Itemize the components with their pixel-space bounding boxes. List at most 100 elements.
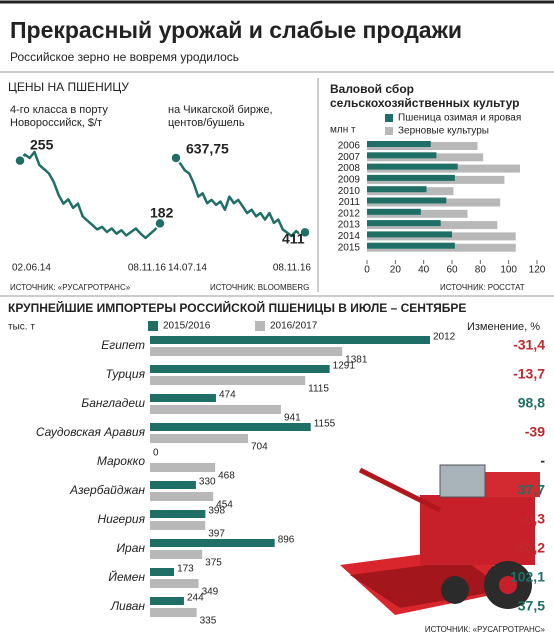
change-label: -0,3 [521,511,545,527]
source: ИСТОЧНИК: BLOOMBERG [210,283,309,292]
chart-title: 4-го класса в порту Новороссийск, $/т [10,104,108,129]
category-label: Египет [101,338,145,352]
category-label: Ливан [110,599,146,613]
section-title: ЦЕНЫ НА ПШЕНИЦУ [8,80,129,94]
change-header: Изменение, % [467,321,540,333]
title: Прекрасный урожай и слабые продажи [10,17,462,43]
value-label: 0 [153,448,159,459]
bar [367,152,437,159]
category-label: 2007 [338,152,361,163]
value-label: 244 [187,593,204,604]
combine-illustration [340,464,540,615]
change-label: 37,7 [518,482,545,498]
value-label: 474 [219,390,236,401]
value-label: 1291 [333,361,356,372]
category-label: 2008 [338,163,361,174]
bar [150,434,248,443]
subtitle: Российское зерно не вовремя уродилось [10,50,239,64]
bar [150,597,184,605]
change-label: 37,5 [518,598,545,614]
value-label: 349 [202,587,219,598]
x-tick-label: 14.07.14 [168,263,207,274]
category-label: Саудовская Аравия [36,425,146,439]
legend-label: 2015/2016 [163,321,211,332]
value-label: 335 [200,616,217,627]
change-label: -31,4 [513,337,545,353]
bar [150,521,206,530]
bar [150,347,343,356]
bar [150,405,281,414]
change-label: -13,7 [513,366,545,382]
value-label: 637,75 [186,141,229,157]
legend-swatch [385,127,393,135]
bar [367,186,427,193]
value-label: 2012 [433,332,456,343]
bar [150,510,206,518]
value-label: 330 [199,477,216,488]
bar [367,174,455,181]
bar [150,376,306,385]
category-label: 2009 [338,175,361,186]
category-label: Азербайджан [69,483,145,497]
bar [150,579,199,588]
category-label: 2006 [338,141,361,152]
value-label: 1155 [314,419,336,430]
bar [367,141,431,147]
value-label: 255 [30,137,54,153]
bar [367,231,452,238]
bar [150,492,214,501]
legend-swatch [148,321,158,331]
value-label: 397 [208,529,225,540]
category-label: Йемен [108,568,145,584]
bar [150,539,275,547]
bar [150,481,196,489]
x-tick-label: 80 [475,265,487,276]
legend-swatch [385,114,393,122]
bar [367,242,455,249]
unit: млн т [330,125,356,136]
bar [367,197,447,204]
value-label: 398 [208,506,225,517]
change-label: 98,8 [518,395,545,411]
x-tick-label: 120 [529,265,546,276]
category-label: 2010 [338,186,361,197]
change-label: - [540,453,545,469]
chart-title: Валовой сбор сельскохозяйственных культу… [330,82,520,110]
value-label: 896 [278,535,295,546]
end-point [299,226,311,239]
legend-label: Зерновые культуры [398,126,489,137]
legend-swatch [255,321,265,331]
category-label: Иран [116,541,145,555]
x-tick-label: 08.11.16 [273,263,312,274]
value-label: 1115 [308,384,329,395]
change-label: -58,2 [513,540,545,556]
chart-title: КРУПНЕЙШИЕ ИМПОРТЕРЫ РОССИЙСКОЙ ПШЕНИЦЫ … [8,301,467,315]
value-label: 411 [282,231,305,247]
legend-label: 2016/2017 [270,321,318,332]
end-point [154,217,166,230]
x-tick-label: 0 [364,265,370,276]
x-tick-label: 40 [418,265,430,276]
source: ИСТОЧНИК: «РУСАГРОТРАНС» [425,625,546,634]
x-tick-label: 60 [446,265,458,276]
bar [150,336,430,344]
bar [150,608,197,617]
x-tick-label: 20 [390,265,402,276]
x-tick-label: 100 [500,265,517,276]
bar [367,163,458,170]
category-label: 2013 [338,220,361,231]
value-label: 173 [177,564,194,575]
bar [150,463,216,472]
category-label: 2015 [338,242,361,253]
value-label: 468 [218,471,235,482]
value-label: 182 [150,205,174,221]
value-label: 375 [205,558,222,569]
bar [367,208,421,215]
category-label: Нигерия [97,512,145,526]
change-label: -39 [525,424,545,440]
price-line [175,157,306,238]
category-label: 2011 [338,197,360,208]
value-label: 704 [251,442,268,453]
